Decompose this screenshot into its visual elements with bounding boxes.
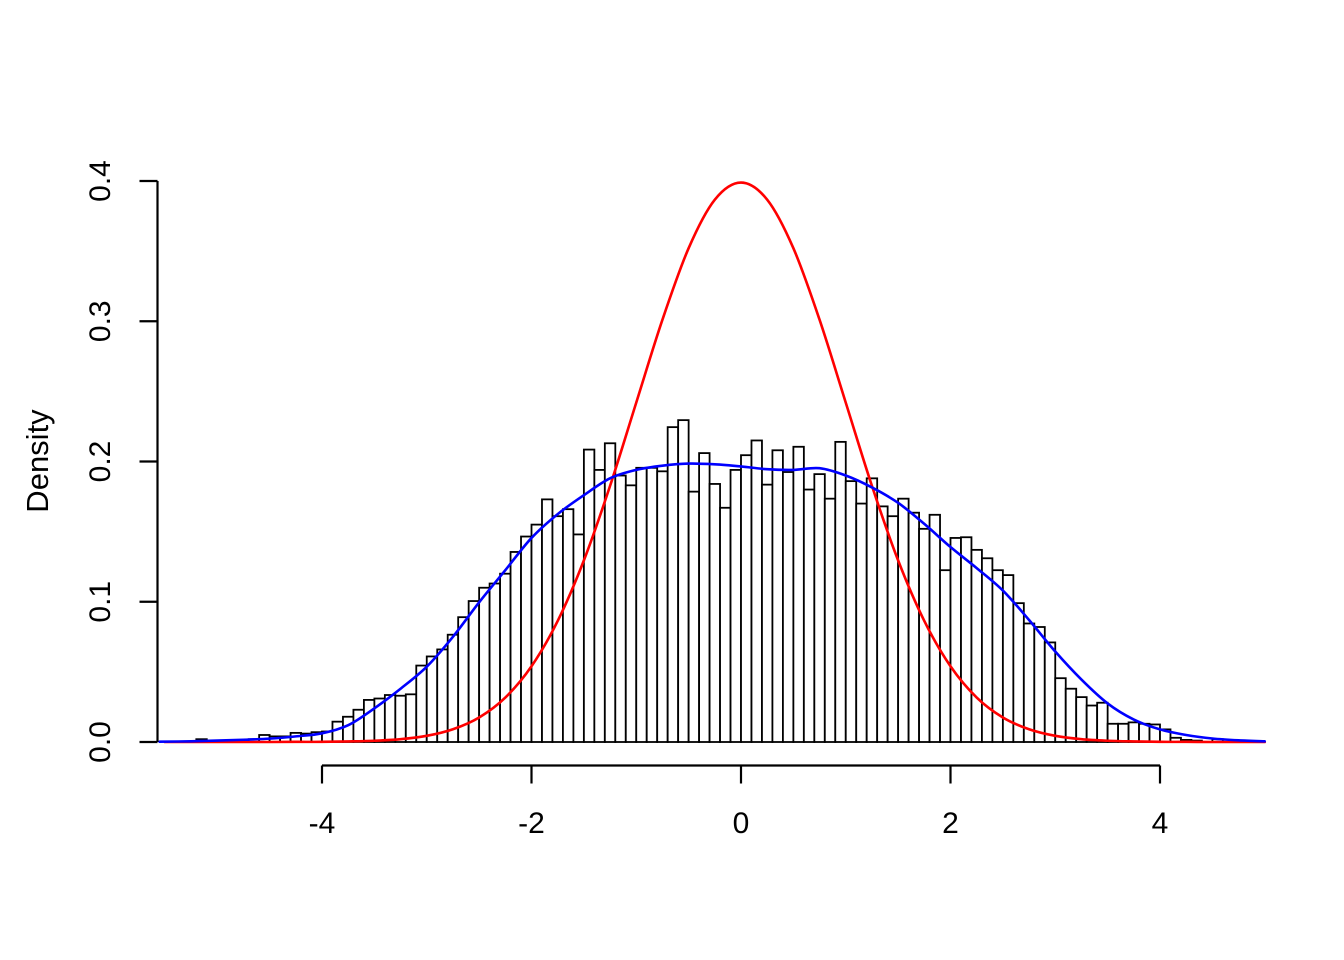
histogram-bar [792,445,805,743]
histogram-bar [719,506,732,743]
histogram-bar [802,488,816,743]
histogram-bar [928,513,941,743]
kernel-density-estimate-curve [158,462,1267,744]
histogram-bar [1054,677,1067,743]
histogram-bar [562,508,575,743]
histogram-bar [352,708,365,743]
histogram-bar [656,470,669,743]
x-tick-label: -4 [309,807,336,840]
histogram-bar [509,551,522,743]
histogram-bar [342,715,355,743]
normal-density-curve [163,181,1267,744]
histogram-bar [1043,641,1057,743]
histogram-bar [624,484,638,743]
histogram-bar [614,474,627,743]
histogram-bar [907,511,920,743]
histogram-bar [740,454,753,743]
histogram-bar [844,480,858,743]
histogram-bar [823,497,837,743]
density-curves [158,181,1267,744]
histogram-bar [960,536,973,743]
y-tick-label: 0.4 [84,160,117,202]
x-tick-label: -2 [518,807,545,840]
histogram-bar [1022,622,1036,743]
histogram-bar [813,473,826,743]
histogram-bar [876,505,889,743]
histogram-bar [415,664,428,743]
histogram-bar [865,477,879,743]
histogram-bar [834,440,847,743]
histogram-bar [645,466,659,743]
x-tick-label: 4 [1152,807,1169,840]
histogram-bar [635,466,648,743]
histogram-bar [970,548,983,743]
histogram-bar [520,535,533,743]
histogram-bar [918,527,931,743]
histogram-bar [331,720,344,743]
histogram-bar [593,469,606,743]
histogram-bar [488,582,501,743]
histogram-bar [666,426,680,743]
histogram-bar [1096,701,1109,743]
histogram-bar [425,655,439,743]
histogram-bar [782,471,795,743]
histogram-bar [771,449,784,743]
y-tick-label: 0.1 [84,581,117,623]
histogram-bar [446,633,460,743]
histogram-bar [383,694,397,743]
histogram-bar [897,497,910,743]
histogram-bar [1075,696,1088,743]
histogram-bar [981,557,994,743]
histogram-bar [698,452,711,743]
x-tick-label: 2 [942,807,959,840]
histogram-bar [1033,626,1046,743]
histogram-bar [677,419,690,743]
histogram-bar [729,469,742,743]
y-axis-title: Density [20,409,55,513]
histogram-bar [362,699,376,743]
histogram-bar [404,693,418,743]
histogram-bar [394,694,407,743]
histogram-bar [1064,687,1078,743]
histogram-bar [1117,722,1130,743]
histogram-bar [541,498,554,743]
histogram-bar [436,648,449,743]
histogram-bars [195,419,1224,743]
histogram-bar [750,439,763,743]
histogram-bar [687,490,701,743]
histogram-bar [1106,722,1120,743]
x-tick-label: 0 [733,807,750,840]
histogram-bar [1127,721,1140,743]
axes: 0.0 0.1 0.2 0.3 0.4 -4 -2 0 2 4 [84,160,1168,840]
histogram-bar [478,586,491,743]
y-tick-label: 0.2 [84,441,117,483]
histogram-bar [1012,602,1025,743]
y-tick-label: 0.3 [84,300,117,342]
histogram-bar [855,502,868,743]
histogram-bar [949,537,962,743]
histogram-bar [499,572,512,743]
histogram-bar [761,483,774,743]
histogram-bar [530,523,543,743]
histogram-bar [708,483,721,743]
y-tick-label: 0.0 [84,721,117,763]
histogram-bar [1085,704,1099,743]
